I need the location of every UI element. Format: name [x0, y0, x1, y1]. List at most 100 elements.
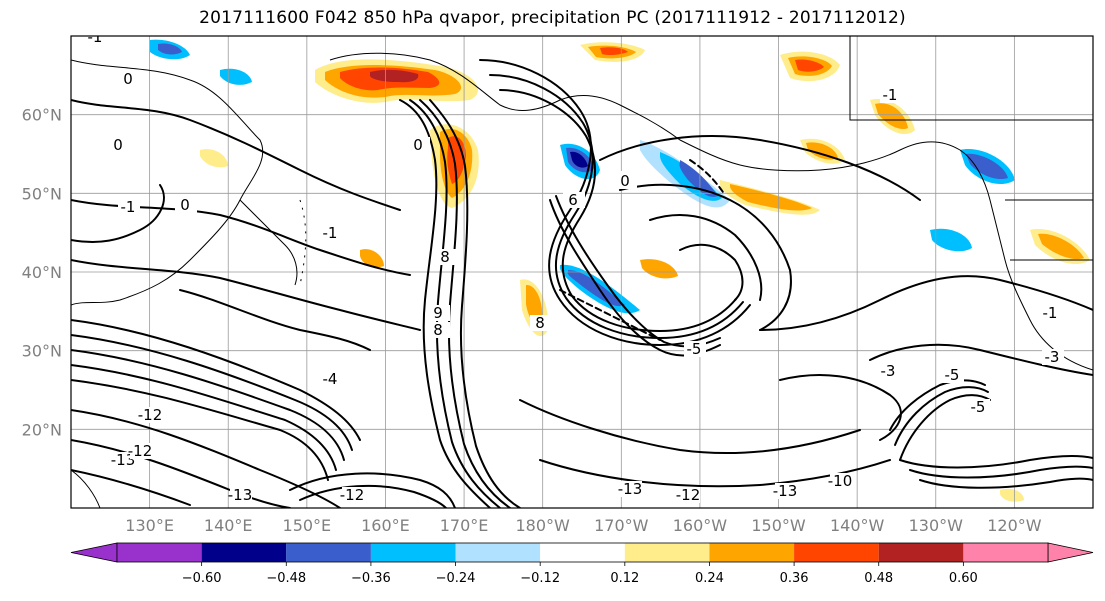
longitude-label: 150°W [751, 516, 806, 535]
latitude-label: 30°N [22, 342, 62, 361]
contour-label-bg [1040, 305, 1062, 321]
latitude-labels: 60°N 50°N 40°N 30°N 20°N [22, 106, 62, 440]
contour-label-bg [118, 199, 140, 215]
contour-label: 8 [440, 248, 450, 266]
contour-label-bg [678, 487, 700, 503]
longitude-label: 160°E [361, 516, 410, 535]
contour-label: 0 [123, 70, 133, 88]
longitude-label: 140°W [830, 516, 885, 535]
contour-label: -5 [945, 366, 960, 384]
colorbar-segment [624, 543, 710, 562]
contour-label: -4 [323, 370, 338, 388]
colorbar: −0.60 −0.48 −0.36 −0.24 −0.12 0.12 0.24 0.36 0.4… [70, 542, 1094, 586]
colorbar-tick-label: 0.60 [949, 571, 978, 586]
contour-label: -5 [971, 398, 986, 416]
contour-label: -1 [121, 198, 136, 216]
colorbar-tick-label: −0.24 [436, 571, 476, 586]
coastlines [71, 36, 1093, 508]
colorbar-segment [963, 543, 1048, 562]
colorbar-tick-label: −0.60 [182, 571, 222, 586]
contour-label-bg [342, 487, 364, 503]
map-frame [70, 35, 1094, 509]
colorbar-segment [201, 543, 287, 562]
colorbar-tick-label: −0.48 [266, 571, 306, 586]
latitude-label: 40°N [22, 263, 62, 282]
colorbar-tick-label: 0.12 [610, 571, 639, 586]
colorbar-tick-label: 0.24 [695, 571, 724, 586]
longitude-label: 150°E [283, 516, 332, 535]
contour-label: 0 [620, 172, 630, 190]
colorbar-segment [286, 543, 371, 562]
contour-label: 8 [535, 314, 545, 332]
longitude-label: 160°W [673, 516, 728, 535]
map-title: 2017111600 F042 850 hPa qvapor, precipit… [199, 8, 906, 28]
colorbar-tick-label: −0.36 [351, 571, 391, 586]
contour-label: -13 [111, 451, 136, 469]
contour-label: -1 [1043, 304, 1058, 322]
contour-label-bg [230, 487, 252, 503]
contour-label: 0 [180, 196, 190, 214]
contour-label: -12 [128, 442, 153, 460]
contour-label: -12 [138, 406, 163, 424]
colorbar-segment [370, 543, 456, 562]
contour-label-bg [968, 399, 990, 415]
contour-label-bg [830, 473, 852, 489]
contour-label-bg [563, 192, 585, 208]
contour-label: -12 [676, 486, 701, 504]
colorbar-segment [709, 543, 795, 562]
colorbar-outline [116, 542, 1049, 563]
contour-label: -13 [773, 482, 798, 500]
contour-label-bg [878, 363, 900, 379]
latitude-label: 20°N [22, 420, 62, 439]
contour-label: 9 [433, 304, 443, 322]
contour-label-bg [85, 36, 107, 45]
longitude-label: 120°W [987, 516, 1042, 535]
contour-label-bg [530, 315, 552, 331]
colorbar-segment [455, 543, 541, 562]
longitude-label: 140°E [204, 516, 253, 535]
contour-label-bg [118, 71, 140, 87]
longitude-label: 170°W [594, 516, 649, 535]
contour-label: -13 [618, 480, 643, 498]
contour-label-bg [408, 137, 430, 153]
contour-label-bg [942, 367, 964, 383]
contour-label-bg [620, 481, 642, 497]
longitude-label: 130°E [125, 516, 174, 535]
contour-label-bg [140, 407, 162, 423]
contour-label: -5 [687, 340, 702, 358]
contour-label-bg [130, 443, 152, 459]
contour-label-bg [320, 371, 342, 387]
contour-label: -1 [883, 86, 898, 104]
contour-label: 0 [413, 136, 423, 154]
colorbar-tick-label: 0.36 [780, 571, 809, 586]
contour-label-bg [108, 137, 130, 153]
contour-label: -3 [1045, 348, 1060, 366]
latitude-label: 60°N [22, 106, 62, 125]
contour-label: -12 [340, 486, 365, 504]
contour-label: -13 [228, 486, 253, 504]
longitude-label: 130°W [909, 516, 964, 535]
contour-label-bg [775, 483, 797, 499]
contour-label-bg [1042, 349, 1064, 365]
colorbar-left-arrow [70, 542, 118, 563]
contour-label-bg [113, 452, 135, 468]
contour-label-bg [880, 87, 902, 103]
contour-label: -10 [828, 472, 853, 490]
colorbar-segment [794, 543, 879, 562]
contour-label-bg [320, 225, 342, 241]
contour-label-bg [435, 249, 457, 265]
colorbar-right-arrow [1047, 542, 1094, 563]
contour-label: 8 [433, 321, 443, 339]
contour-label: -1 [88, 28, 103, 46]
contour-label: -1 [323, 224, 338, 242]
contour-labels: -100-10-18980678-5-12-13-12-13-12-13-12-… [85, 28, 1064, 504]
contour-label: 6 [568, 191, 578, 209]
contour-label: 0 [113, 136, 123, 154]
contour-label-bg [428, 322, 450, 338]
colorbar-tick-label: 0.48 [864, 571, 893, 586]
longitude-labels: 130°E 140°E 150°E 160°E 170°E 180°W 170°W 160°W… [125, 516, 1041, 535]
colorbar-segment [540, 543, 625, 562]
colorbar-segment [117, 543, 202, 562]
contour-label-bg [615, 173, 637, 189]
